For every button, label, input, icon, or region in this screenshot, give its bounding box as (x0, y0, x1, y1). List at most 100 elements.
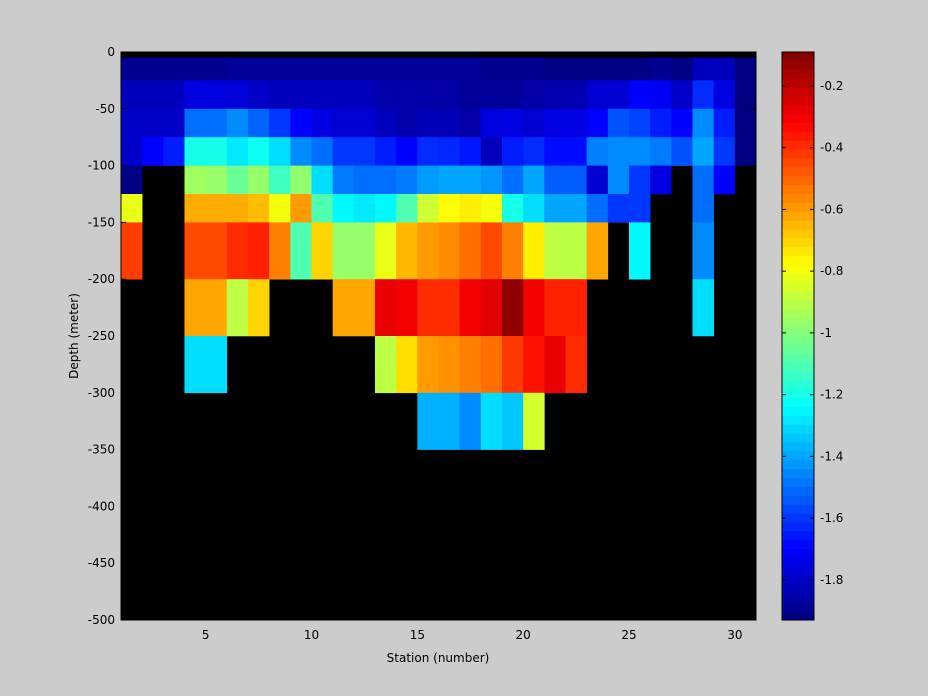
colorbar-band (782, 398, 814, 408)
heatmap-cell (248, 57, 270, 81)
heatmap-cell (417, 336, 439, 394)
y-tick-label: -400 (88, 499, 115, 513)
colorbar-band (782, 185, 814, 195)
heatmap-cell (607, 57, 630, 81)
colorbar-band (782, 353, 814, 364)
heatmap-cell (544, 222, 566, 280)
heatmap-cell (523, 336, 545, 394)
heatmap-cell (290, 137, 312, 166)
heatmap-cell (459, 80, 482, 110)
heatmap-cell (480, 108, 503, 138)
colorbar: -0.2 -0.4 -0.6 -0.8 -1 -1.2 -1.4 -1.6 -1.8 (781, 51, 843, 621)
heatmap-cell (734, 57, 757, 81)
heatmap-cell (544, 194, 566, 223)
heatmap-cell (734, 137, 757, 166)
heatmap-cell (353, 194, 376, 223)
heatmap-cell (121, 222, 143, 280)
heatmap-cell (353, 80, 376, 110)
x-tick-label: 5 (202, 628, 210, 642)
heatmap-cell (692, 108, 714, 138)
colorbar-band (782, 424, 814, 435)
heatmap-cell (417, 165, 439, 195)
colorbar-band (782, 442, 814, 452)
colorbar-band (782, 149, 814, 159)
heatmap-cell (163, 57, 185, 81)
colorbar-band (782, 229, 814, 239)
heatmap-cell (311, 57, 333, 81)
colorbar-band (782, 336, 814, 346)
heatmap-cell (353, 222, 376, 280)
heatmap-cell (311, 137, 333, 166)
x-tick-label: 10 (304, 628, 319, 642)
heatmap-cell (248, 279, 270, 337)
heatmap-cell (184, 194, 206, 223)
heatmap-cell (311, 165, 333, 195)
heatmap-cell (184, 108, 206, 138)
heatmap-cell (375, 137, 397, 166)
colorbar-band (782, 202, 814, 213)
heatmap-cell (269, 165, 291, 195)
y-axis: 0 -50 -100 -150 -200 -250 -300 -350 -400 -450 -500 (88, 45, 756, 627)
heatmap-cell (480, 194, 503, 223)
heatmap-cell (121, 57, 143, 81)
heatmap-cell (713, 57, 736, 81)
heatmap-cell (269, 222, 291, 280)
colorbar-band (782, 407, 814, 417)
heatmap-cell (396, 165, 418, 195)
heatmap-cell (226, 80, 249, 110)
colorbar-tick-label: -1.6 (820, 511, 843, 525)
heatmap-cell (269, 194, 291, 223)
heatmap-cell (290, 108, 312, 138)
heatmap-cell (459, 279, 482, 337)
heatmap-cell (523, 80, 545, 110)
heatmap-cell (226, 108, 249, 138)
heatmap-cell (142, 57, 164, 81)
heatmap-cell (248, 137, 270, 166)
heatmap-cell (692, 80, 714, 110)
heatmap-cell (311, 80, 333, 110)
heatmap-cell (502, 57, 524, 81)
heatmap-cell (586, 108, 609, 138)
heatmap-cell (396, 80, 418, 110)
heatmap-cell (459, 194, 482, 223)
heatmap-cell (480, 279, 503, 337)
heatmap-cell (226, 57, 249, 81)
heatmap-cell (438, 137, 460, 166)
colorbar-band (782, 415, 814, 426)
colorbar-ticks: -0.2 -0.4 -0.6 -0.8 -1 -1.2 -1.4 -1.6 -1.8 (782, 79, 843, 587)
heatmap-cell (184, 279, 206, 337)
heatmap-cell (565, 279, 587, 337)
heatmap-cell (142, 108, 164, 138)
y-tick-label: -300 (88, 386, 115, 400)
heatmap-cell (629, 57, 651, 81)
heatmap-cells (121, 57, 757, 450)
colorbar-band (782, 265, 814, 275)
heatmap-cell (163, 137, 185, 166)
heatmap-cell (502, 222, 524, 280)
heatmap-cell (565, 222, 587, 280)
heatmap-cell (332, 222, 355, 280)
heatmap-cell (502, 336, 524, 394)
heatmap-cell (269, 108, 291, 138)
heatmap-cell (734, 80, 757, 110)
y-tick-label: -50 (95, 102, 115, 116)
heatmap-cell (523, 165, 545, 195)
heatmap-cell (375, 108, 397, 138)
heatmap-cell (226, 222, 249, 280)
heatmap-cell (459, 165, 482, 195)
colorbar-frame (781, 51, 815, 621)
colorbar-band (782, 575, 814, 585)
heatmap-cell (353, 137, 376, 166)
colorbar-band (782, 513, 814, 523)
heatmap-cell (544, 165, 566, 195)
heatmap-cell (417, 80, 439, 110)
colorbar-tick-label: -0.6 (820, 202, 843, 216)
heatmap-cell (248, 108, 270, 138)
colorbar-band (782, 105, 814, 115)
heatmap-cell (629, 222, 651, 280)
heatmap-cell (205, 279, 228, 337)
x-tick-label: 30 (727, 628, 742, 642)
heatmap-cell (248, 222, 270, 280)
colorbar-band (782, 96, 814, 106)
